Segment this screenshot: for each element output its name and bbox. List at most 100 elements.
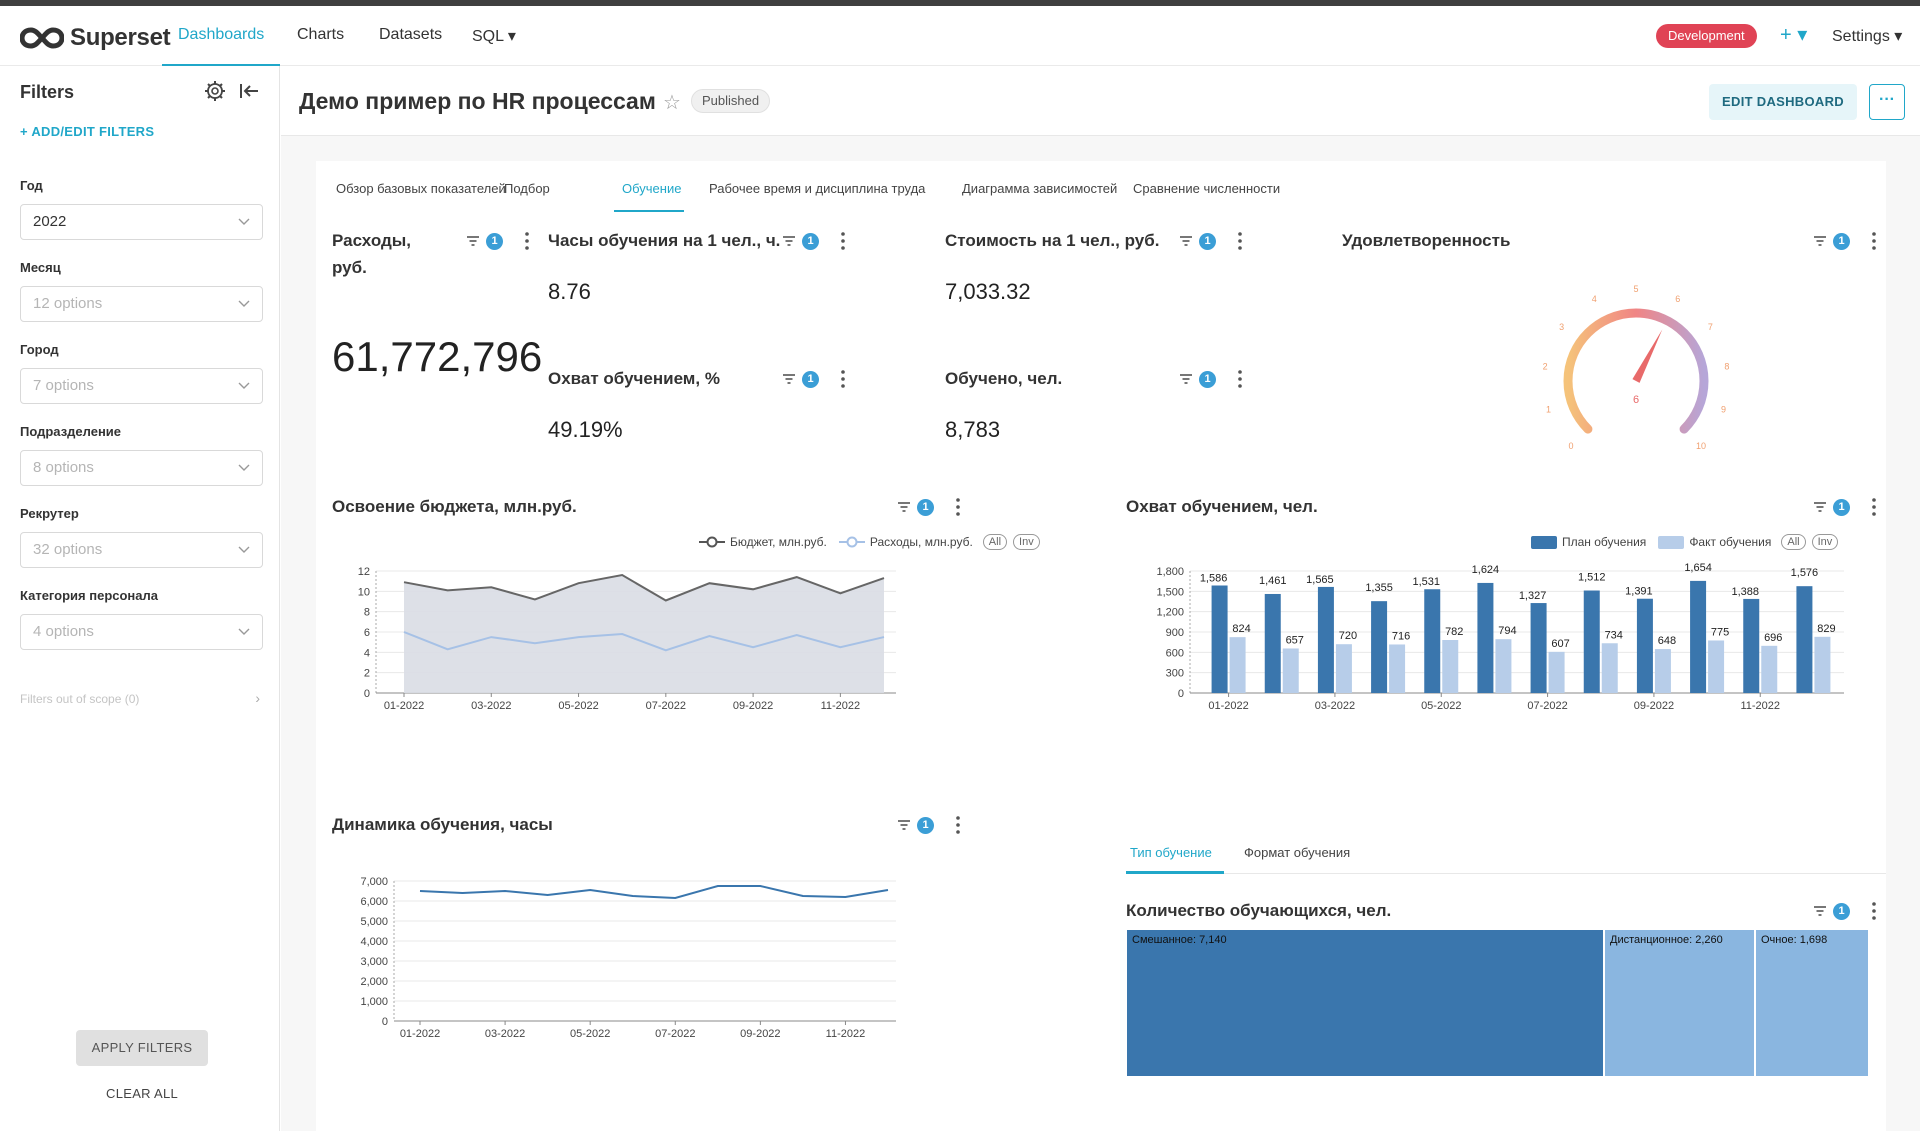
filter-indicator[interactable]: 1 bbox=[1809, 498, 1854, 516]
filter-indicator[interactable]: 1 bbox=[1175, 370, 1220, 388]
bar-plan-label: 1,576 bbox=[1791, 567, 1819, 579]
kebab-menu-icon[interactable] bbox=[841, 232, 845, 250]
tab-overview[interactable]: Обзор базовых показателей bbox=[336, 181, 506, 196]
treemap-cell[interactable]: Дистанционное: 2,260 bbox=[1605, 930, 1754, 1076]
gear-icon[interactable] bbox=[204, 80, 226, 107]
filter-count-badge: 1 bbox=[486, 232, 503, 250]
y-tick-label: 5,000 bbox=[360, 916, 388, 928]
legend-line-marker-icon bbox=[838, 536, 865, 548]
tab-work-time[interactable]: Рабочее время и дисциплина труда bbox=[709, 181, 926, 196]
kebab-menu-icon[interactable] bbox=[956, 498, 960, 516]
published-badge[interactable]: Published bbox=[691, 89, 771, 113]
expenses-series-line bbox=[403, 631, 885, 652]
bar-plan bbox=[1317, 586, 1334, 693]
y-tick-label: 600 bbox=[1166, 647, 1184, 659]
legend-invert-button[interactable]: Inv bbox=[1811, 534, 1839, 550]
kebab-menu-icon[interactable] bbox=[1872, 232, 1876, 250]
filter-icon bbox=[1814, 502, 1826, 512]
favorite-star-icon[interactable]: ☆ bbox=[663, 92, 681, 114]
subtab-training-format[interactable]: Формат обучения bbox=[1244, 845, 1351, 860]
tab-dependency-diagram[interactable]: Диаграмма зависимостей bbox=[962, 181, 1118, 196]
filter-select-division[interactable]: 8 options bbox=[20, 450, 263, 486]
superset-logo[interactable]: Superset bbox=[20, 22, 171, 54]
budget-chart-title: Освоение бюджета, млн.руб. bbox=[332, 497, 577, 516]
x-tick-label: 03-2022 bbox=[1315, 700, 1355, 711]
kebab-menu-icon[interactable] bbox=[1238, 370, 1242, 388]
clear-all-button[interactable]: CLEAR ALL bbox=[106, 1086, 179, 1101]
bar-fact-label: 829 bbox=[1817, 623, 1835, 635]
tab-headcount-comparison[interactable]: Сравнение численности bbox=[1133, 181, 1281, 196]
filter-count-badge: 1 bbox=[1199, 232, 1216, 250]
y-tick-label: 1,800 bbox=[1156, 566, 1184, 578]
filter-icon bbox=[1180, 236, 1192, 246]
kebab-menu-icon[interactable] bbox=[841, 370, 845, 388]
budget-series-line bbox=[403, 574, 885, 602]
y-tick-label: 0 bbox=[364, 688, 370, 700]
legend-invert-button[interactable]: Inv bbox=[1013, 534, 1040, 550]
legend-plan[interactable]: План обучения bbox=[1562, 535, 1647, 549]
gauge-tick-label: 2 bbox=[1543, 362, 1548, 372]
legend-all-button[interactable]: All bbox=[982, 534, 1008, 550]
more-options-button[interactable]: ··· bbox=[1869, 84, 1905, 120]
kebab-menu-icon[interactable] bbox=[1238, 232, 1242, 250]
bar-plan bbox=[1530, 603, 1547, 693]
filter-select-year[interactable]: 2022 bbox=[20, 204, 263, 240]
filter-select-staff-category[interactable]: 4 options bbox=[20, 614, 263, 650]
kebab-menu-icon[interactable] bbox=[956, 816, 960, 834]
filters-out-of-scope[interactable]: Filters out of scope (0) › bbox=[20, 690, 260, 706]
kebab-menu-icon[interactable] bbox=[525, 232, 529, 250]
tab-training[interactable]: Обучение bbox=[622, 181, 682, 196]
bar-plan-label: 1,624 bbox=[1472, 564, 1500, 576]
chevron-down-icon bbox=[238, 218, 250, 225]
subtab-training-type[interactable]: Тип обучение bbox=[1130, 845, 1212, 860]
new-menu-button[interactable]: + ▾ bbox=[1780, 24, 1808, 46]
bar-fact bbox=[1654, 649, 1671, 693]
filter-select-recruiter[interactable]: 32 options bbox=[20, 532, 263, 568]
filters-title: Filters bbox=[20, 82, 75, 102]
add-edit-filters-button[interactable]: + ADD/EDIT FILTERS bbox=[20, 124, 155, 139]
bar-fact bbox=[1335, 644, 1352, 693]
nav-dashboards[interactable]: Dashboards bbox=[178, 26, 265, 43]
legend-fact[interactable]: Факт обучения bbox=[1689, 535, 1772, 549]
chart-controls: 1 bbox=[778, 232, 845, 250]
filter-select-city[interactable]: 7 options bbox=[20, 368, 263, 404]
nav-sql[interactable]: SQL ▾ bbox=[472, 28, 516, 45]
y-tick-label: 2 bbox=[364, 668, 370, 680]
filter-count-badge: 1 bbox=[802, 232, 819, 250]
filter-indicator[interactable]: 1 bbox=[778, 370, 823, 388]
chevron-right-icon: › bbox=[255, 690, 260, 706]
settings-menu[interactable]: Settings ▾ bbox=[1832, 28, 1903, 45]
dashboard-title[interactable]: Демо пример по HR процессам bbox=[299, 88, 656, 114]
collapse-sidebar-icon[interactable] bbox=[238, 80, 260, 107]
filter-indicator[interactable]: 1 bbox=[893, 816, 938, 834]
treemap-cell[interactable]: Очное: 1,698 bbox=[1756, 930, 1868, 1076]
y-tick-label: 0 bbox=[382, 1016, 388, 1028]
filter-indicator[interactable]: 1 bbox=[1809, 232, 1854, 250]
legend-budget[interactable]: Бюджет, млн.руб. bbox=[730, 535, 827, 549]
nav-datasets[interactable]: Datasets bbox=[379, 26, 443, 43]
filter-indicator[interactable]: 1 bbox=[893, 498, 938, 516]
kebab-menu-icon[interactable] bbox=[1872, 902, 1876, 920]
filter-select-month[interactable]: 12 options bbox=[20, 286, 263, 322]
treemap-cell[interactable]: Смешанное: 7,140 bbox=[1127, 930, 1603, 1076]
y-tick-label: 300 bbox=[1166, 668, 1184, 680]
filter-value: 8 options bbox=[33, 459, 94, 476]
tab-recruiting[interactable]: Подбор bbox=[504, 181, 550, 196]
bar-fact bbox=[1761, 645, 1778, 693]
kpi-cost-title: Стоимость на 1 чел., руб. bbox=[945, 231, 1160, 250]
filter-indicator[interactable]: 1 bbox=[1175, 232, 1220, 250]
apply-filters-button[interactable]: APPLY FILTERS bbox=[76, 1030, 208, 1066]
filter-label-recruiter: Рекрутер bbox=[20, 506, 79, 521]
legend-expenses[interactable]: Расходы, млн.руб. bbox=[869, 535, 973, 549]
filter-indicator[interactable]: 1 bbox=[1809, 902, 1854, 920]
kebab-menu-icon[interactable] bbox=[1872, 498, 1876, 516]
x-tick-label: 05-2022 bbox=[1421, 700, 1461, 711]
bar-fact-label: 716 bbox=[1392, 630, 1410, 642]
edit-dashboard-button[interactable]: EDIT DASHBOARD bbox=[1709, 84, 1857, 120]
nav-charts[interactable]: Charts bbox=[297, 26, 345, 43]
legend-all-button[interactable]: All bbox=[1781, 534, 1806, 550]
filter-indicator[interactable]: 1 bbox=[778, 232, 823, 250]
filter-icon bbox=[898, 820, 910, 830]
bar-fact-label: 607 bbox=[1551, 638, 1569, 650]
filter-indicator[interactable]: 1 bbox=[462, 232, 507, 250]
